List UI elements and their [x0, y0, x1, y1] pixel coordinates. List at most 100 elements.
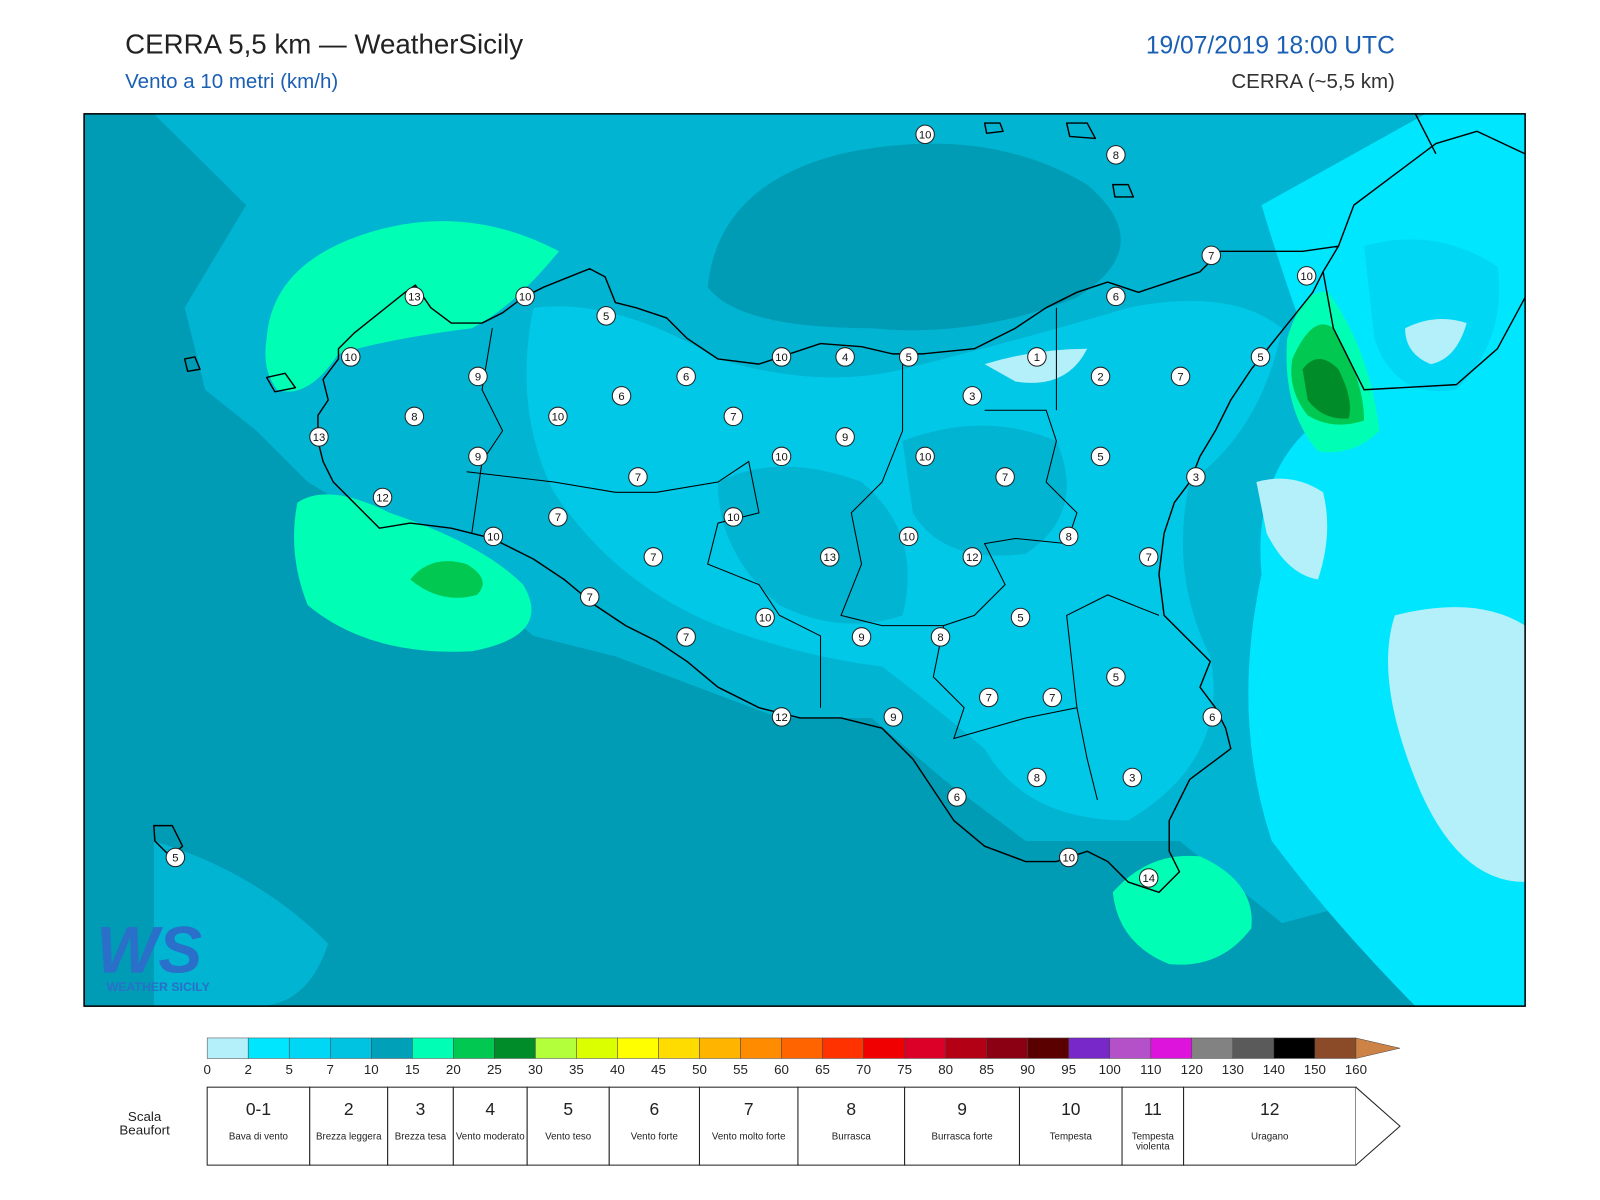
station-value: 8 [1113, 150, 1119, 162]
beaufort-description-box: Vento teso [545, 1132, 591, 1141]
station-marker [1202, 707, 1223, 727]
station-value: 7 [555, 512, 561, 524]
station-value: 5 [1017, 613, 1023, 625]
colorbar-segment [1191, 1037, 1234, 1059]
beaufort-force: 0-1 [246, 1099, 271, 1119]
colorbar-segment [781, 1037, 823, 1059]
beaufort-force: 11 [1144, 1099, 1162, 1119]
station-value: 7 [986, 693, 992, 705]
station-marker [1138, 547, 1159, 567]
station-marker [1042, 687, 1063, 708]
station-marker [962, 386, 983, 406]
beaufort-description: Brezza tesa [394, 1132, 447, 1143]
beaufort-description: Brezza leggera [315, 1132, 382, 1143]
station-value: 7 [1177, 372, 1183, 384]
beaufort-description-box: Uragano [1251, 1132, 1288, 1141]
station-marker [404, 406, 425, 427]
station-marker [1027, 767, 1047, 788]
beaufort-cell [1018, 1086, 1123, 1166]
station-value: 10 [519, 292, 532, 304]
beaufort-cell [309, 1086, 389, 1166]
beaufort-cell [698, 1086, 799, 1166]
colorbar-tick-label: 45 [651, 1062, 666, 1077]
colorbar-tick-label: 55 [733, 1062, 748, 1077]
station-marker [1106, 145, 1126, 165]
colorbar-tick-label: 120 [1181, 1062, 1203, 1077]
station-marker [676, 627, 696, 647]
station-marker [596, 306, 616, 326]
station-marker [1058, 847, 1079, 868]
beaufort-cell [797, 1086, 906, 1166]
station-value: 6 [1209, 712, 1215, 724]
station-value: 6 [954, 792, 960, 804]
station-value: 5 [1113, 672, 1119, 684]
colorbar-segment [412, 1037, 454, 1059]
colorbar-tick-label: 10 [364, 1062, 379, 1077]
station-marker [835, 427, 855, 447]
station-value: 9 [842, 432, 848, 444]
model: CERRA (~5,5 km) [1231, 70, 1394, 93]
station-value: 10 [1300, 271, 1313, 283]
station-marker [1058, 526, 1079, 547]
station-marker [1106, 286, 1126, 307]
station-marker [548, 507, 568, 527]
station-marker [468, 366, 488, 387]
colorbar-segment [904, 1037, 946, 1059]
colorbar-segment [1232, 1037, 1275, 1059]
beaufort-label: Scala Beaufort [119, 1109, 170, 1138]
colorbar-segment [1068, 1037, 1110, 1059]
station-marker [165, 847, 186, 868]
station-value: 9 [858, 632, 864, 644]
colorbar-tick-label: 15 [405, 1062, 420, 1077]
colorbar-segment [863, 1037, 905, 1059]
station-marker [515, 286, 535, 307]
station-value: 5 [603, 311, 609, 323]
station-value: 13 [408, 292, 421, 304]
colorbar-segment [453, 1037, 495, 1059]
logo: WS WEATHER SICILY [96, 913, 209, 993]
colorbar-segment [658, 1037, 700, 1059]
station-value: 12 [376, 493, 389, 505]
station-value: 10 [775, 452, 788, 464]
beaufort-cell [206, 1086, 311, 1166]
station-value: 8 [411, 412, 417, 424]
station-value: 13 [823, 552, 836, 564]
station-value: 8 [1066, 532, 1072, 544]
station-marker [930, 627, 951, 647]
station-value: 9 [475, 372, 481, 384]
station-value: 6 [683, 372, 689, 384]
station-value: 7 [1146, 552, 1152, 564]
beaufort-force: 7 [744, 1099, 754, 1119]
map-frame [83, 113, 1526, 1007]
station-marker [1250, 347, 1271, 367]
colorbar-segment [1027, 1037, 1069, 1059]
colorbar-segment [1273, 1037, 1316, 1059]
colorbar-tick-label: 75 [897, 1062, 912, 1077]
beaufort-description: Vento moderato [455, 1132, 525, 1143]
station-marker [1138, 868, 1159, 888]
colorbar-segment [945, 1037, 987, 1059]
beaufort-description: Vento forte [630, 1132, 678, 1143]
station-value: 5 [1257, 352, 1263, 364]
beaufort-description: Tempesta [1049, 1132, 1092, 1143]
station-marker [309, 427, 329, 447]
station-value: 3 [969, 391, 975, 403]
colorbar-tick-label: 85 [979, 1062, 994, 1077]
beaufort-force: 12 [1260, 1099, 1279, 1119]
beaufort-description-box: Vento molto forte [711, 1132, 786, 1143]
station-marker [995, 467, 1015, 487]
station-value: 14 [1142, 873, 1155, 885]
beaufort-force: 4 [485, 1099, 495, 1119]
beaufort-description-box: Brezza leggera [315, 1132, 382, 1143]
beaufort-description-box: Bava di vento [229, 1132, 288, 1141]
beaufort-description-box: Vento moderato [455, 1132, 525, 1143]
colorbar-tick-label: 95 [1061, 1062, 1076, 1077]
station-value: 7 [730, 412, 736, 424]
colorbar-tick-label: 110 [1140, 1062, 1161, 1077]
beaufort-description-box: Burrasca [832, 1132, 871, 1141]
station-value: 10 [902, 532, 915, 544]
beaufort-force: 8 [846, 1099, 856, 1119]
beaufort-description: Vento molto forte [711, 1132, 786, 1143]
beaufort-description-box: Tempesta violenta [1132, 1132, 1174, 1151]
station-value: 3 [1193, 472, 1199, 484]
